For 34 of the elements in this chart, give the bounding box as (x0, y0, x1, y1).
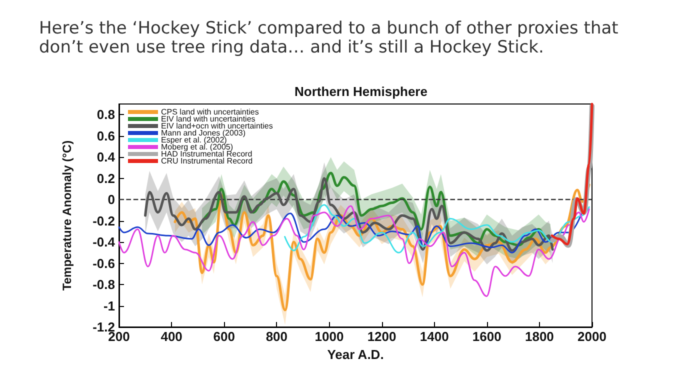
x-tick-label: 1200 (367, 329, 396, 344)
y-tick-label: -1 (103, 298, 115, 314)
y-tick-label: -0.8 (92, 277, 115, 292)
x-tick-label: 1400 (420, 329, 449, 344)
y-tick-label: 0.4 (96, 150, 116, 165)
legend-label: CRU Instrumental Record (161, 156, 253, 166)
legend-label: HAD Instrumental Record (161, 150, 252, 158)
legend-label: Mann and Jones (2003) (161, 128, 246, 138)
y-tick-label: 0.2 (96, 170, 115, 186)
legend-label: Esper et al. (2002) (161, 136, 228, 144)
x-tick-label: 1000 (314, 329, 344, 344)
x-tick-label: 800 (266, 329, 288, 344)
line-series (144, 177, 554, 252)
legend-label: EIV land+ocn with uncertainties (161, 122, 273, 130)
y-tick-label: 0 (108, 192, 115, 208)
y-axis-title: Temperature Anomaly (°C) (60, 140, 74, 291)
x-tick-label: 400 (160, 329, 182, 344)
y-tick-label: 0.6 (96, 128, 115, 144)
y-tick-label: -0.6 (92, 256, 115, 271)
y-tick-label: -0.2 (92, 213, 115, 228)
y-tick-label: 0.8 (96, 107, 115, 122)
x-axis-title: Year A.D. (327, 346, 384, 362)
legend-label: CPS land with uncertainties (161, 108, 259, 116)
x-tick-label: 2000 (578, 329, 606, 344)
x-tick-label: 600 (213, 329, 235, 344)
legend-label: Moberg et al. (2005) (161, 142, 234, 152)
line-series (284, 204, 590, 254)
x-tick-label: 1600 (472, 329, 502, 344)
y-tick-label: -0.4 (92, 234, 116, 250)
line-series (118, 205, 590, 297)
text: Here’s the ‘Hockey Stick’ compared to a bunch of other proxies that don’t even use tree ring data… and it’s still a Hockey Stick. (39, 18, 624, 58)
legend-label: EIV land with uncertainties (161, 114, 256, 124)
chart-title: Northern Hemisphere (294, 84, 428, 99)
x-tick-label: 1800 (524, 329, 554, 344)
